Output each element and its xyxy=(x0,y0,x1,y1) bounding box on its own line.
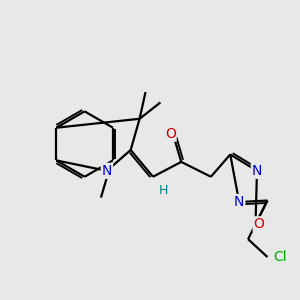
Text: H: H xyxy=(159,184,168,196)
Text: N: N xyxy=(102,164,112,178)
Text: O: O xyxy=(254,217,265,231)
Text: N: N xyxy=(252,164,262,178)
Text: Cl: Cl xyxy=(273,250,286,264)
Text: O: O xyxy=(165,127,176,141)
Text: N: N xyxy=(234,195,244,209)
